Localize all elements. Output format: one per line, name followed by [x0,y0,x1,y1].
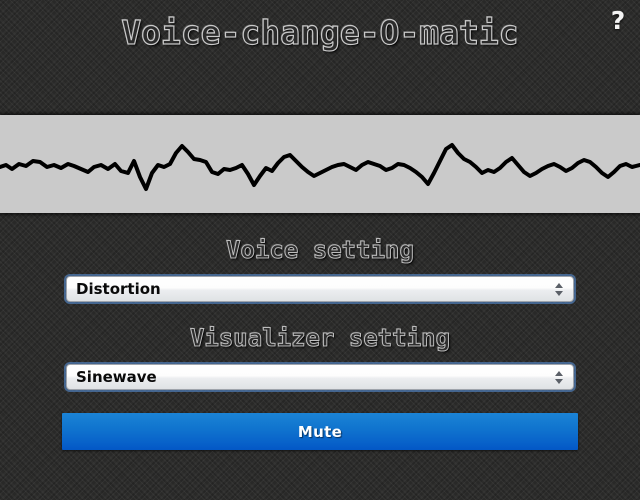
mute-button[interactable]: Mute [62,413,578,450]
audio-visualizer-canvas [0,115,640,213]
voice-setting-label: Voice setting [226,236,415,265]
chevron-up-icon [555,282,563,288]
chevron-down-icon [555,290,563,296]
chevron-updown-icon[interactable] [551,277,567,301]
waveform-line [0,143,640,191]
voice-setting-value: Distortion [76,280,161,298]
app-header: Voice-change-O-matic ? [0,0,640,112]
visualizer-setting-label: Visualizer setting [189,324,451,353]
voice-setting-select[interactable]: Distortion [66,276,574,302]
help-icon[interactable]: ? [610,6,626,35]
visualizer-setting-select[interactable]: Sinewave [66,364,574,390]
waveform-svg [0,143,640,191]
chevron-up-icon [555,370,563,376]
visualizer-setting-value: Sinewave [76,368,157,386]
chevron-down-icon [555,378,563,384]
chevron-updown-icon[interactable] [551,365,567,389]
page-title: Voice-change-O-matic [121,12,520,52]
